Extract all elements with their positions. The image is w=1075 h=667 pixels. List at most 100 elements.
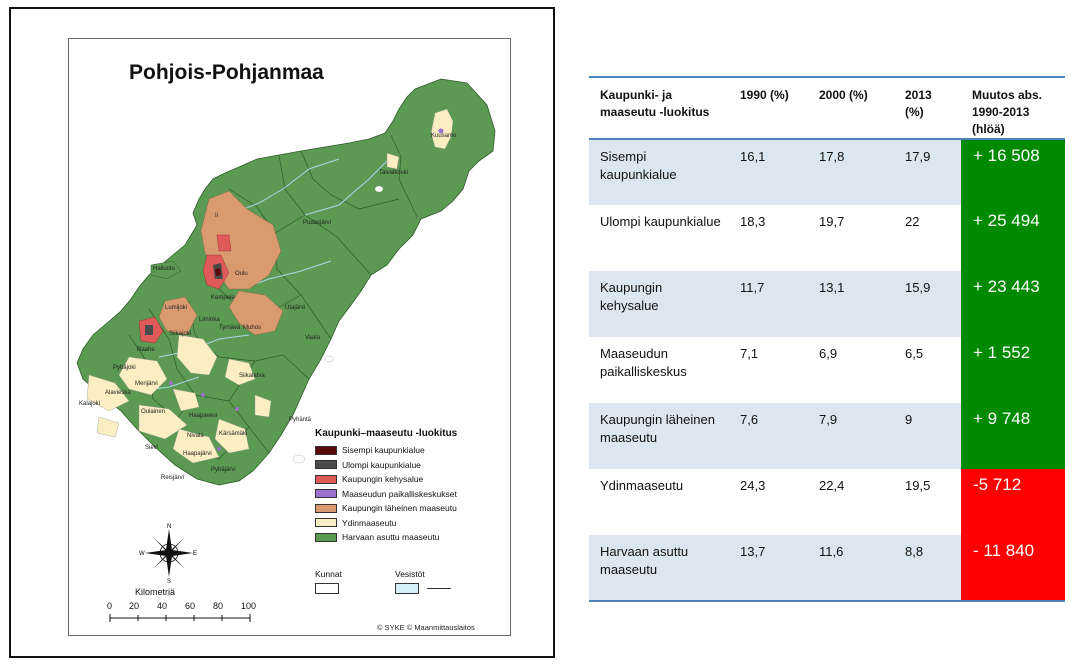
compass-n: N	[167, 524, 171, 530]
legend-title: Kaupunki–maaseutu -luokitus	[315, 428, 458, 439]
place-label: Pyhäjärvi	[211, 467, 236, 473]
map-legend: Kaupunki–maaseutu -luokitus Sisempi kaup…	[315, 428, 505, 545]
cell-change: + 1 552	[961, 337, 1065, 403]
cell-class: Harvaan asuttu maaseutu	[589, 535, 729, 602]
table-row: Ulompi kaupunkialue 18,3 19,7 22 + 25 49…	[589, 205, 1065, 271]
cell-2013: 17,9	[894, 139, 961, 205]
legend-item: Kaupungin kehysalue	[315, 472, 505, 487]
place-label: Liminka	[199, 317, 220, 323]
place-label: Kärsämäki	[219, 431, 247, 437]
cell-class: Kaupungin läheinen maaseutu	[589, 403, 729, 469]
legend-swatch	[315, 503, 337, 513]
place-label: Pudasjärvi	[303, 220, 331, 226]
table-row: Kaupungin kehysalue 11,7 13,1 15,9 + 23 …	[589, 271, 1065, 337]
cell-class: Kaupungin kehysalue	[589, 271, 729, 337]
legend-label: Sisempi kaupunkialue	[342, 445, 425, 456]
legend-item: Maaseudun paikalliskeskukset	[315, 487, 505, 502]
legend-label: Maaseudun paikalliskeskukset	[342, 488, 457, 499]
place-label: Pyhäjoki	[113, 365, 136, 371]
place-label: Reisjärvi	[161, 475, 184, 481]
cell-2000: 7,9	[808, 403, 894, 469]
table-row: Harvaan asuttu maaseutu 13,7 11,6 8,8 - …	[589, 535, 1065, 602]
place-label: Ii	[215, 213, 218, 219]
cell-1990: 7,6	[729, 403, 808, 469]
scale-tick: 20	[129, 601, 140, 611]
cell-change: + 9 748	[961, 403, 1065, 469]
legend-swatch	[315, 474, 337, 484]
place-label: Raahe	[137, 347, 155, 353]
place-label: Alavieska	[105, 390, 131, 396]
table-header-row: Kaupunki- ja maaseutu -luokitus 1990 (%)…	[589, 76, 1065, 140]
cell-2000: 13,1	[808, 271, 894, 337]
classification-table: Kaupunki- ja maaseutu -luokitus 1990 (%)…	[589, 76, 1065, 602]
table-row: Sisempi kaupunkialue 16,1 17,8 17,9 + 16…	[589, 139, 1065, 205]
cell-2000: 22,4	[819, 478, 845, 493]
river-line-swatch	[427, 588, 451, 589]
table-row: Maaseudun paikalliskeskus 7,1 6,9 6,5 + …	[589, 337, 1065, 403]
scale-title: Kilometriä	[135, 587, 176, 597]
legend-item: Ulompi kaupunkialue	[315, 458, 505, 473]
compass-icon: N S E W	[139, 524, 197, 585]
cell-2000: 6,9	[819, 346, 838, 361]
cell-2013: 15,9	[894, 271, 961, 337]
compass-rose: N S E W	[139, 523, 199, 588]
place-label: Haapajärvi	[183, 451, 212, 457]
map-panel: Kuusamo Taivalkoski Pudasjärvi Ii Oulu H…	[68, 38, 511, 636]
map-copyright: © SYKE © Maanmittauslaitos	[377, 623, 475, 632]
cell-1990: 24,3	[740, 478, 766, 493]
compass-w: W	[139, 551, 145, 557]
kunnat-label: Kunnat	[315, 569, 342, 579]
cell-2013: 9	[894, 403, 961, 469]
place-label: Utajärvi	[285, 305, 305, 311]
cell-change: - 11 840	[961, 535, 1065, 602]
scale-bar-graphic	[109, 614, 251, 622]
legend-item: Ydinmaaseutu	[315, 516, 505, 531]
place-label: Kempele	[211, 295, 235, 301]
cell-2013: 8,8	[894, 535, 961, 602]
cell-class: Sisempi kaupunkialue	[589, 139, 729, 205]
legend-item: Kaupungin läheinen maaseutu	[315, 501, 505, 516]
cell-change: + 16 508	[961, 139, 1065, 205]
header-1990: 1990 (%)	[729, 76, 808, 140]
cell-2013: 19,5	[905, 478, 931, 493]
cell-class: Ulompi kaupunkialue	[600, 214, 721, 229]
map-frame: Kuusamo Taivalkoski Pudasjärvi Ii Oulu H…	[9, 7, 555, 658]
place-label: Vaala	[305, 335, 321, 341]
region-map: Kuusamo Taivalkoski Pudasjärvi Ii Oulu H…	[76, 78, 496, 486]
place-label: Tyrnävä	[219, 325, 241, 331]
place-label: Lumijoki	[165, 305, 187, 311]
header-change: Muutos abs. 1990-2013 (hlöä)	[961, 76, 1065, 140]
cell-change: -5 712	[961, 469, 1065, 535]
vesistot-swatch	[395, 583, 419, 594]
scale-tick: 80	[213, 601, 224, 611]
header-2013: 2013 (%)	[894, 76, 961, 140]
place-label: Kalajoki	[79, 401, 100, 407]
place-label: Nivala	[187, 433, 204, 439]
cell-1990: 11,7	[729, 271, 808, 337]
map-title: Pohjois-Pohjanmaa	[129, 61, 324, 84]
header-class: Kaupunki- ja maaseutu -luokitus	[589, 76, 729, 140]
place-label: Kuusamo	[431, 133, 457, 139]
scale-tick: 100	[241, 601, 257, 611]
cell-change: + 25 494	[961, 205, 1065, 271]
legend-item: Harvaan asuttu maaseutu	[315, 530, 505, 545]
scale-tick: 40	[157, 601, 168, 611]
header-2000: 2000 (%)	[808, 76, 894, 140]
cell-1990: 7,1	[740, 346, 759, 361]
cell-2013: 6,5	[905, 346, 924, 361]
cell-change: + 23 443	[961, 271, 1065, 337]
compass-s: S	[167, 579, 171, 583]
place-label: Taivalkoski	[379, 170, 408, 176]
table-row: Kaupungin läheinen maaseutu 7,6 7,9 9 + …	[589, 403, 1065, 469]
compass-e: E	[193, 551, 197, 557]
cell-1990: 16,1	[729, 139, 808, 205]
cell-class: Maaseudun paikalliskeskus	[600, 346, 687, 379]
legend-label: Ydinmaaseutu	[342, 517, 397, 528]
place-label: Haapavesi	[189, 413, 217, 419]
place-label: Siikalatva	[239, 373, 265, 379]
legend-label: Kaupungin kehysalue	[342, 474, 424, 485]
legend-swatch	[315, 532, 337, 542]
legend-swatch	[315, 460, 337, 470]
cell-2000: 17,8	[808, 139, 894, 205]
cell-2000: 19,7	[819, 214, 845, 229]
